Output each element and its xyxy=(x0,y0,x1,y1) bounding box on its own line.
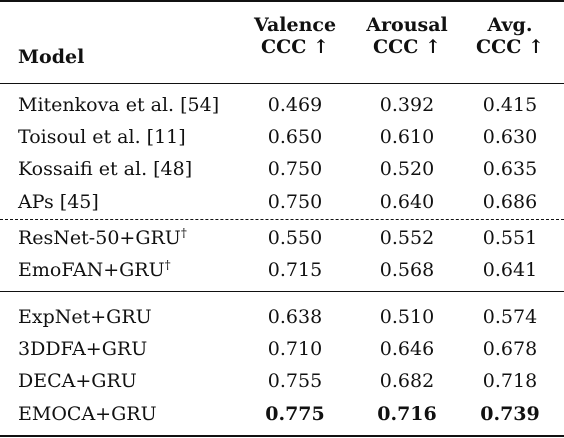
avg-ccc-cell: 0.415 xyxy=(482,94,538,116)
model-name-cell: Kossaifi et al. [48] xyxy=(18,153,192,185)
model-name-cell: DECA+GRU xyxy=(18,365,137,397)
dagger-mark: † xyxy=(180,226,187,240)
table-row: DECA+GRU 0.755 0.682 0.718 xyxy=(0,365,564,397)
model-name: APs [45] xyxy=(18,191,99,213)
model-name-cell: EmoFAN+GRU† xyxy=(18,254,171,286)
valence-ccc-cell: 0.715 xyxy=(267,259,323,281)
avg-ccc-cell: 0.630 xyxy=(482,126,538,148)
dashed-separator xyxy=(0,219,564,220)
avg-ccc-cell: 0.678 xyxy=(482,338,538,360)
top-rule xyxy=(0,0,564,2)
avg-ccc-cell: 0.686 xyxy=(482,191,538,213)
model-name-cell: ExpNet+GRU xyxy=(18,301,152,333)
valence-ccc-cell: 0.469 xyxy=(267,94,323,116)
arousal-ccc-cell: 0.640 xyxy=(379,191,435,213)
avg-ccc-cell: 0.635 xyxy=(482,158,538,180)
model-name: EmoFAN+GRU xyxy=(18,259,165,281)
valence-ccc-cell: 0.775 xyxy=(265,403,325,425)
model-name: Toisoul et al. [11] xyxy=(18,126,186,148)
table-row: APs [45] 0.750 0.640 0.686 xyxy=(0,186,564,218)
model-name-cell: Mitenkova et al. [54] xyxy=(18,89,219,121)
dagger-mark: † xyxy=(164,258,171,272)
model-name-cell: 3DDFA+GRU xyxy=(18,333,147,365)
arousal-ccc-cell: 0.510 xyxy=(379,306,435,328)
valence-ccc-cell: 0.550 xyxy=(267,227,323,249)
valence-ccc-cell: 0.750 xyxy=(267,191,323,213)
table-row: EMOCA+GRU 0.775 0.716 0.739 xyxy=(0,398,564,430)
avg-ccc-cell: 0.641 xyxy=(482,259,538,281)
valence-ccc-cell: 0.710 xyxy=(267,338,323,360)
arousal-ccc-cell: 0.682 xyxy=(379,370,435,392)
table-row: Toisoul et al. [11] 0.650 0.610 0.630 xyxy=(0,121,564,153)
model-name: ExpNet+GRU xyxy=(18,306,152,328)
table-row: 3DDFA+GRU 0.710 0.646 0.678 xyxy=(0,333,564,365)
header-valence-metric: CCC ↑ xyxy=(261,36,329,58)
header-model: Model xyxy=(18,46,85,68)
arousal-ccc-cell: 0.610 xyxy=(379,126,435,148)
arousal-ccc-cell: 0.716 xyxy=(377,403,437,425)
model-name: ResNet-50+GRU xyxy=(18,227,181,249)
header-valence: Valence CCC ↑ xyxy=(240,14,350,58)
bottom-rule xyxy=(0,435,564,437)
model-name: DECA+GRU xyxy=(18,370,137,392)
header-avg-metric: CCC ↑ xyxy=(476,36,544,58)
avg-ccc-cell: 0.739 xyxy=(480,403,540,425)
table-row: ExpNet+GRU 0.638 0.510 0.574 xyxy=(0,301,564,333)
model-name-cell: APs [45] xyxy=(18,186,99,218)
arousal-ccc-cell: 0.568 xyxy=(379,259,435,281)
header-arousal: Arousal CCC ↑ xyxy=(352,14,462,58)
valence-ccc-cell: 0.750 xyxy=(267,158,323,180)
table-row: ResNet-50+GRU† 0.550 0.552 0.551 xyxy=(0,222,564,254)
arousal-ccc-cell: 0.646 xyxy=(379,338,435,360)
avg-ccc-cell: 0.718 xyxy=(482,370,538,392)
header-arousal-title: Arousal xyxy=(366,14,448,36)
model-name: Mitenkova et al. [54] xyxy=(18,94,220,116)
group-separator-rule xyxy=(0,291,564,292)
arousal-ccc-cell: 0.520 xyxy=(379,158,435,180)
header-arousal-metric: CCC ↑ xyxy=(373,36,441,58)
avg-ccc-cell: 0.551 xyxy=(482,227,538,249)
header-valence-title: Valence xyxy=(253,14,337,36)
header-rule xyxy=(0,83,564,84)
model-name-cell: Toisoul et al. [11] xyxy=(18,121,186,153)
header-avg: Avg. CCC ↑ xyxy=(460,14,560,58)
model-name-cell: EMOCA+GRU xyxy=(18,398,157,430)
avg-ccc-cell: 0.574 xyxy=(482,306,538,328)
model-name: Kossaifi et al. [48] xyxy=(18,158,193,180)
model-name-cell: ResNet-50+GRU† xyxy=(18,222,187,254)
header-avg-title: Avg. xyxy=(487,14,533,36)
table-row: Kossaifi et al. [48] 0.750 0.520 0.635 xyxy=(0,153,564,185)
arousal-ccc-cell: 0.552 xyxy=(379,227,435,249)
arousal-ccc-cell: 0.392 xyxy=(379,94,435,116)
table-row: Mitenkova et al. [54] 0.469 0.392 0.415 xyxy=(0,89,564,121)
model-name: 3DDFA+GRU xyxy=(18,338,148,360)
valence-ccc-cell: 0.638 xyxy=(267,306,323,328)
table-row: EmoFAN+GRU† 0.715 0.568 0.641 xyxy=(0,254,564,286)
valence-ccc-cell: 0.755 xyxy=(267,370,323,392)
model-name: EMOCA+GRU xyxy=(18,403,157,425)
valence-ccc-cell: 0.650 xyxy=(267,126,323,148)
